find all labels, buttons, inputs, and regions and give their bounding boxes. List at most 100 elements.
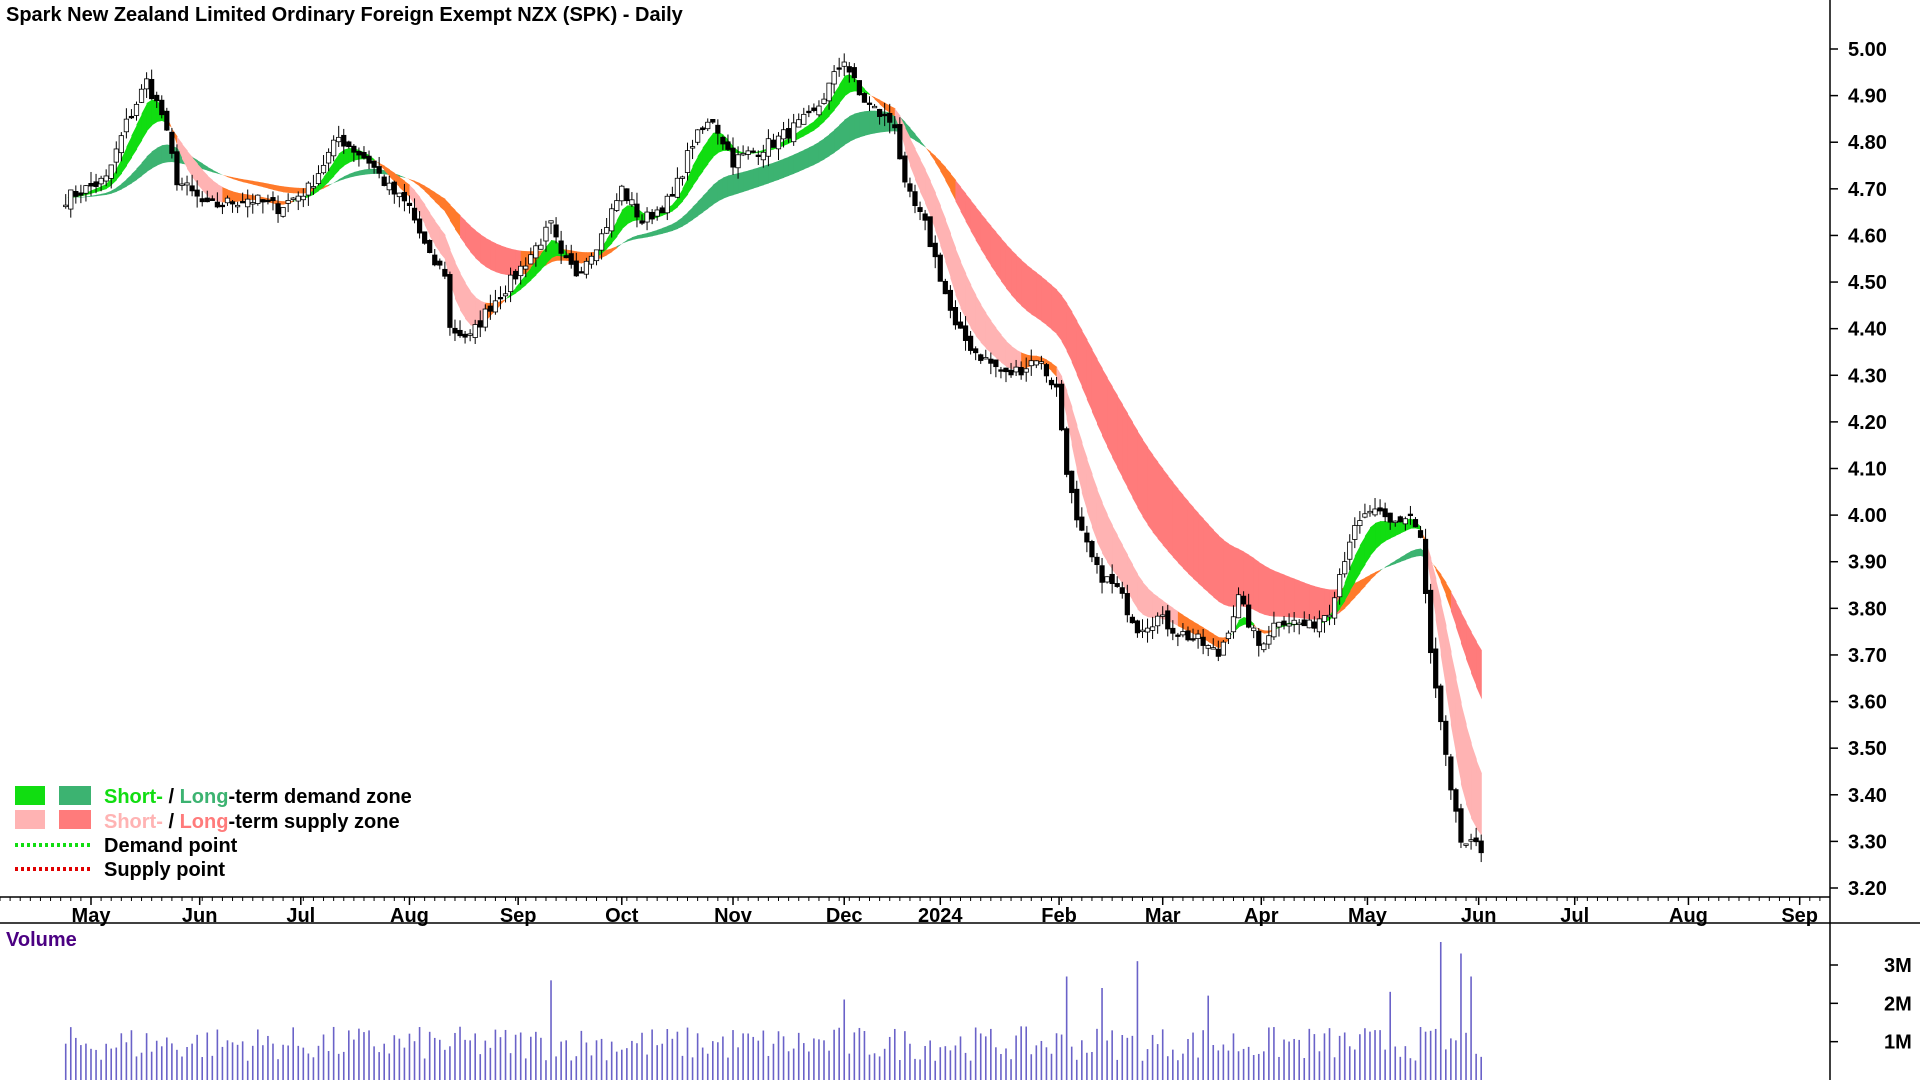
month-label: Oct [605,905,639,927]
long-term-zone-segment [728,174,734,196]
candle-body [372,161,376,167]
candle-body [1252,628,1256,631]
long-term-zone-segment [1153,455,1159,539]
candle-body [139,89,143,102]
long-term-zone-segment [1304,583,1310,620]
candle-body [781,130,785,139]
candle-body [387,183,391,190]
candle-body [1196,634,1200,639]
long-term-zone-segment [738,172,744,194]
long-term-zone-segment [1142,439,1148,525]
candle-body [984,357,988,359]
volume-tick-label: 3M [1884,955,1912,977]
candle-body [296,196,300,201]
candle [903,152,907,188]
candle-body [483,309,487,327]
price-tick-label: 3.90 [1848,552,1887,574]
candle-body [473,325,477,338]
candle-body [589,256,593,264]
candle-body [1474,838,1478,842]
legend-supply-tail: -term supply zone [228,811,399,833]
long-term-zone-segment [758,166,764,187]
long-term-zone-segment [1117,395,1123,477]
price-tick-label: 4.90 [1848,86,1887,108]
candle-body [1211,648,1215,650]
volume-tick-label: 1M [1884,1032,1912,1054]
candle-body [695,130,699,142]
candle-body [802,114,806,124]
candle-body [1272,623,1276,637]
candle [938,253,942,282]
candle-body [655,210,659,216]
month-label: Apr [1244,905,1279,927]
long-term-zone-segment [718,178,724,202]
legend-supply-separator: / [163,811,180,833]
price-tick-label: 4.70 [1848,179,1887,201]
candle-body [690,147,694,149]
candle-body [1403,519,1407,524]
long-term-zone-segment [1036,273,1042,322]
candle-body [741,153,745,155]
candle-body [1312,622,1316,628]
candle-body [1327,615,1331,617]
price-tick-label: 4.00 [1848,505,1887,527]
legend-short-demand-swatch [15,786,45,805]
candle-body [852,67,856,77]
long-term-zone-segment [1087,340,1093,412]
candle-body [488,306,492,311]
candle-body [513,271,517,279]
month-label: Sep [500,905,537,927]
candle-body [827,83,831,101]
candle-body [1363,514,1367,517]
candle-body [609,209,613,231]
candle-body [225,198,229,203]
short-term-zone-segment [1148,588,1154,618]
candle-body [1155,616,1159,626]
candle [928,217,932,248]
candle-body [1267,636,1271,644]
month-label: Nov [714,905,753,927]
candle-body [761,152,765,159]
candle-body [286,200,290,203]
candle-body [119,136,123,153]
candle-body [246,199,250,207]
candle-body [751,151,755,153]
candle-body [731,148,735,167]
long-term-zone-segment [1031,269,1037,318]
long-term-zone-segment [1309,585,1315,620]
candle-body [862,93,866,102]
candle-body [776,136,780,149]
candle-body [397,193,401,197]
candle-body [999,370,1003,372]
candle-body [367,156,371,163]
candle-body [645,212,649,222]
candle [943,279,947,294]
price-tick-label: 4.60 [1848,225,1887,247]
candle-body [129,116,133,118]
candle-body [1373,509,1377,515]
long-term-zone-segment [753,167,759,188]
legend-demand-zone: Short- / Long-term demand zone [104,786,412,808]
candle-body [185,183,189,185]
long-term-zone-segment [1259,562,1265,615]
long-term-zone-segment [824,134,830,159]
candle-body [670,194,674,196]
long-term-zone-segment [1208,524,1214,597]
candle-body [594,250,598,261]
long-term-zone-segment [854,112,860,139]
candle-body [574,261,578,276]
candle [1221,640,1225,655]
candle-body [640,221,644,223]
candle-body [261,200,265,202]
long-term-zone-segment [986,220,992,266]
candle-body [1115,583,1119,586]
candle-body [1439,686,1443,722]
candle-body [933,243,937,257]
chart-title: Spark New Zealand Limited Ordinary Forei… [6,4,684,26]
candle [1428,584,1432,664]
candle-body [337,137,341,141]
candle-body [706,122,710,128]
candle-body [898,124,902,158]
candle-body [1014,367,1018,372]
